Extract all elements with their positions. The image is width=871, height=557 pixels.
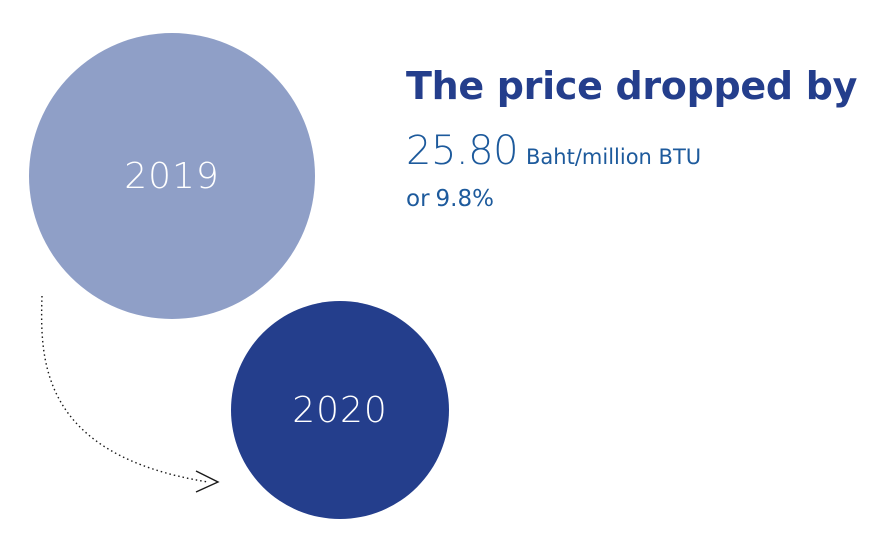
year-2019-circle: 2019: [29, 33, 315, 319]
price-drop-value: 25.80 Baht/million BTU: [406, 128, 701, 174]
price-drop-amount: 25.80: [406, 128, 519, 174]
percent-value: 9.8%: [435, 186, 494, 212]
year-2019-label: 2019: [124, 155, 220, 197]
percent-connector: or: [406, 186, 430, 212]
headline: The price dropped by: [406, 64, 858, 108]
year-2020-circle: 2020: [231, 301, 449, 519]
percent-drop: or 9.8%: [406, 186, 494, 212]
arrowhead-icon: [195, 470, 220, 493]
price-unit: Baht/million BTU: [526, 145, 702, 169]
year-2020-label: 2020: [292, 389, 388, 431]
dotted-arrow-curve: [40, 295, 209, 483]
